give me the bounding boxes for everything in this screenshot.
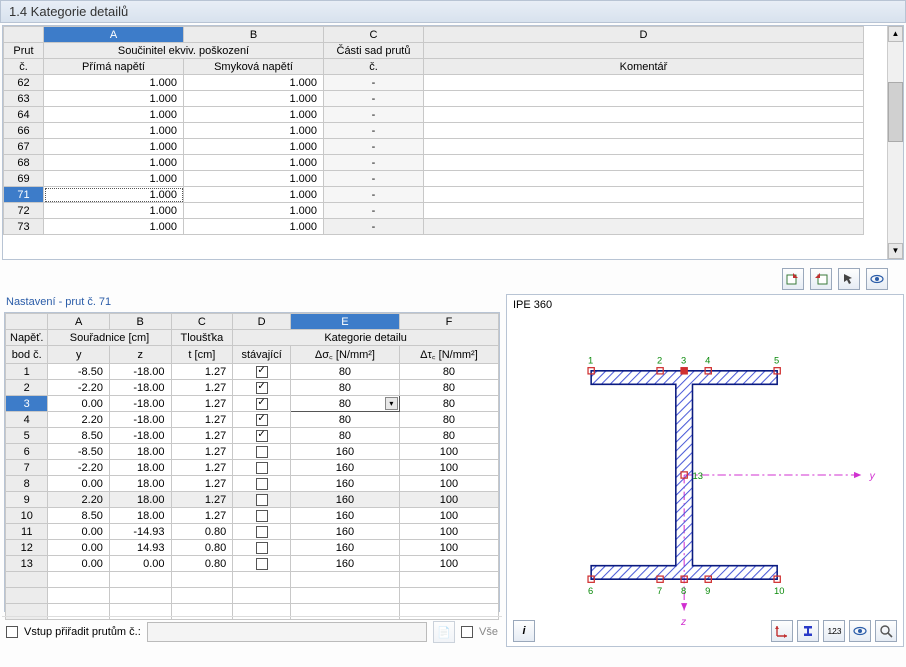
svg-text:1: 1 (588, 355, 593, 365)
table-row[interactable]: 691.0001.000- (4, 171, 864, 187)
dropdown-icon[interactable]: ▾ (385, 397, 398, 410)
svg-text:6: 6 (588, 586, 593, 596)
scroll-thumb[interactable] (888, 82, 903, 142)
table-row[interactable]: 681.0001.000- (4, 155, 864, 171)
existing-checkbox[interactable] (256, 558, 268, 570)
svg-text:5: 5 (774, 355, 779, 365)
table-row[interactable]: 6-8.5018.001.27160100 (6, 444, 499, 460)
export-icon[interactable] (782, 268, 804, 290)
zoom-icon[interactable] (875, 620, 897, 642)
panel-title: 1.4 Kategorie detailů (0, 0, 906, 23)
existing-checkbox[interactable] (256, 494, 268, 506)
svg-text:2: 2 (657, 355, 662, 365)
table-row[interactable]: 661.0001.000- (4, 123, 864, 139)
col-A[interactable]: A (44, 27, 184, 43)
section-title: IPE 360 (507, 295, 903, 315)
top-grid[interactable]: ABCDPrutSoučinitel ekviv. poškozeníČásti… (3, 26, 864, 235)
table-row[interactable]: 120.0014.930.80160100 (6, 540, 499, 556)
table-row[interactable]: 130.000.000.80160100 (6, 556, 499, 572)
col-A[interactable]: A (48, 314, 109, 330)
eye-icon[interactable] (866, 268, 888, 290)
table-row[interactable]: 631.0001.000- (4, 91, 864, 107)
table-row[interactable]: 80.0018.001.27160100 (6, 476, 499, 492)
values-icon[interactable]: 1.2.3 (823, 620, 845, 642)
table-row[interactable]: 7-2.2018.001.27160100 (6, 460, 499, 476)
info-icon[interactable]: i (513, 620, 535, 642)
existing-checkbox[interactable] (256, 398, 268, 410)
table-row[interactable]: 721.0001.000- (4, 203, 864, 219)
existing-checkbox[interactable] (256, 526, 268, 538)
table-row[interactable]: 108.5018.001.27160100 (6, 508, 499, 524)
existing-checkbox[interactable] (256, 366, 268, 378)
existing-checkbox[interactable] (256, 510, 268, 522)
scroll-up-icon[interactable]: ▲ (888, 26, 903, 42)
svg-text:9: 9 (705, 586, 710, 596)
col-F[interactable]: F (399, 314, 498, 330)
table-row[interactable]: 110.00-14.930.80160100 (6, 524, 499, 540)
section-icon[interactable] (797, 620, 819, 642)
col-B[interactable]: B (109, 314, 171, 330)
svg-text:y: y (869, 471, 876, 482)
svg-text:z: z (680, 617, 687, 628)
bottom-grid[interactable]: ABCDEFNapěť.Souřadnice [cm]TloušťkaKateg… (5, 313, 499, 620)
existing-checkbox[interactable] (256, 462, 268, 474)
settings-title: Nastavení - prut č. 71 (2, 294, 502, 310)
svg-text:4: 4 (705, 355, 710, 365)
existing-checkbox[interactable] (256, 414, 268, 426)
col-D[interactable]: D (424, 27, 864, 43)
assign-checkbox[interactable] (6, 626, 18, 638)
existing-checkbox[interactable] (256, 542, 268, 554)
section-diagram: y z 1 2 3 4 5 6 7 8 9 10 13 (507, 315, 903, 635)
col-C[interactable]: C (324, 27, 424, 43)
svg-text:8: 8 (681, 586, 686, 596)
pick-icon[interactable] (838, 268, 860, 290)
existing-checkbox[interactable] (256, 430, 268, 442)
table-row[interactable]: 621.0001.000- (4, 75, 864, 91)
table-row[interactable]: 42.20-18.001.278080 (6, 412, 499, 428)
table-row[interactable]: 30.00-18.001.2780▾80 (6, 396, 499, 412)
table-row[interactable]: 731.0001.000- (4, 219, 864, 235)
svg-text:10: 10 (774, 586, 784, 596)
table-row[interactable]: 671.0001.000- (4, 139, 864, 155)
table-row[interactable]: 641.0001.000- (4, 107, 864, 123)
assign-label: Vstup přiřadit prutům č.: (24, 626, 141, 638)
svg-text:13: 13 (692, 471, 702, 481)
table-row[interactable] (6, 588, 499, 604)
top-toolbar (0, 262, 906, 294)
svg-text:7: 7 (657, 586, 662, 596)
axis-icon[interactable] (771, 620, 793, 642)
existing-checkbox[interactable] (256, 478, 268, 490)
preview-panel: IPE 360 y z 1 2 3 4 5 6 7 8 9 10 13 i 1.2.3 (506, 294, 904, 647)
table-row[interactable]: 711.0001.000- (4, 187, 864, 203)
col-D[interactable]: D (233, 314, 291, 330)
preview-eye-icon[interactable] (849, 620, 871, 642)
scroll-down-icon[interactable]: ▼ (888, 243, 903, 259)
table-row[interactable]: 92.2018.001.27160100 (6, 492, 499, 508)
svg-text:3: 3 (681, 355, 686, 365)
table-row[interactable] (6, 572, 499, 588)
table-row[interactable]: 2-2.20-18.001.278080 (6, 380, 499, 396)
col-C[interactable]: C (171, 314, 233, 330)
table-row[interactable]: 58.50-18.001.278080 (6, 428, 499, 444)
import-icon[interactable] (810, 268, 832, 290)
all-checkbox[interactable] (461, 626, 473, 638)
col-E[interactable]: E (291, 314, 400, 330)
preview-toolbar: 1.2.3 (771, 620, 897, 642)
assign-list-icon[interactable]: 📄 (433, 621, 455, 643)
table-row[interactable]: 1-8.50-18.001.278080 (6, 364, 499, 380)
existing-checkbox[interactable] (256, 382, 268, 394)
vertical-scrollbar[interactable]: ▲ ▼ (887, 26, 903, 259)
col-B[interactable]: B (184, 27, 324, 43)
existing-checkbox[interactable] (256, 446, 268, 458)
assign-input[interactable] (147, 622, 427, 642)
top-grid-panel: ABCDPrutSoučinitel ekviv. poškozeníČásti… (2, 25, 904, 260)
all-label: Vše (479, 626, 498, 638)
